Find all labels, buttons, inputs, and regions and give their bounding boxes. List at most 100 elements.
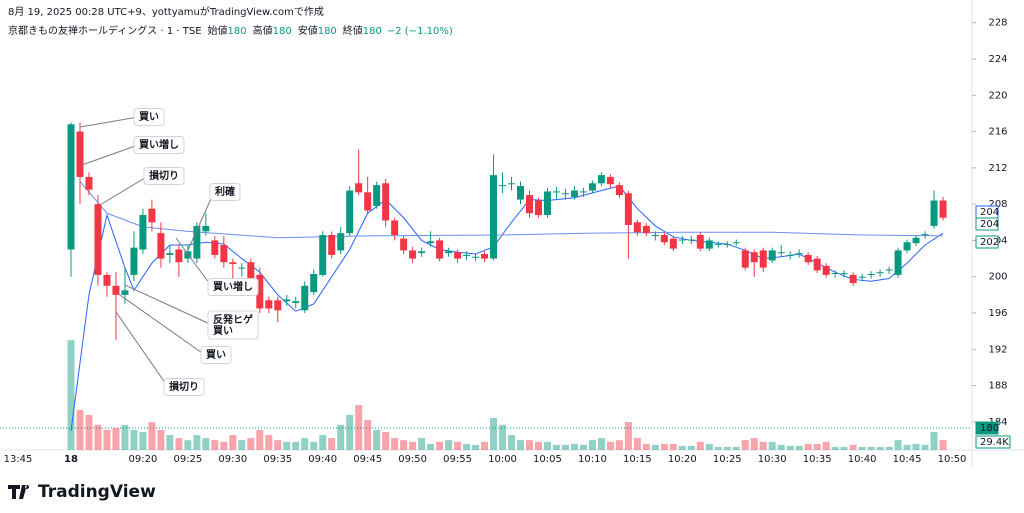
candle-body [687, 239, 695, 241]
y-tick-label: 196 [988, 308, 1007, 319]
candle-body [561, 193, 569, 195]
volume-bar [139, 431, 147, 450]
volume-bar [472, 444, 480, 450]
volume-bar [193, 435, 201, 450]
candle-body [139, 215, 147, 250]
x-tick-label: 10:25 [713, 454, 742, 465]
candle-body [373, 185, 381, 206]
annotation-leader [116, 292, 206, 356]
y-tick-label: 188 [988, 381, 1007, 392]
volume-bar [705, 443, 713, 450]
volume-bar [391, 438, 399, 450]
annotation-leader [115, 311, 169, 388]
candle-body [103, 274, 111, 286]
price-tag: 29.4K [980, 437, 1009, 448]
candle-body [831, 273, 839, 275]
annotation: 利確 [215, 185, 235, 198]
volume-bar [256, 429, 264, 450]
legend-item: 180 [228, 26, 247, 37]
volume-bar [939, 440, 947, 450]
volume-bar [615, 440, 623, 450]
candle-body [804, 254, 812, 263]
volume-bar [85, 414, 93, 450]
volume-bar [759, 441, 767, 450]
candle-body [939, 200, 947, 218]
volume-bar [660, 443, 668, 450]
candle-body [517, 186, 524, 200]
volume-bar [283, 441, 291, 450]
volume-bar [624, 422, 632, 450]
volume-bar [561, 444, 569, 450]
candle-body [355, 183, 363, 193]
candle-body [597, 175, 605, 184]
annotation-box [207, 310, 259, 340]
annotation: 買い [206, 349, 226, 361]
candle-body [265, 300, 273, 309]
volume-bar [678, 445, 686, 450]
x-tick-label: 10:00 [488, 454, 517, 465]
candle-body [130, 247, 138, 275]
x-tick-label: 09:20 [129, 454, 158, 465]
annotation-leader [81, 144, 139, 166]
volume-bar [651, 444, 659, 450]
volume-bar [229, 435, 237, 450]
annotation: 買い増し [213, 280, 253, 293]
candle-body [741, 250, 749, 268]
volume-bar [121, 424, 129, 450]
candle-body [705, 240, 713, 249]
logo: TradingView [38, 482, 156, 502]
candle-body [696, 234, 704, 249]
volume-bar [831, 446, 839, 450]
price-tag: 202 [980, 237, 999, 248]
volume-bar [579, 444, 587, 450]
candle-body [400, 238, 408, 251]
candle-body [777, 252, 785, 254]
volume-bar [633, 438, 641, 450]
volume-bar [301, 438, 309, 450]
volume-bar [499, 424, 507, 450]
header: 8月 19, 2025 00:28 UTC+9、yottyamuがTrading… [8, 5, 324, 18]
legend-item: 180 [273, 26, 292, 37]
candle-body [570, 190, 578, 197]
x-tick-label: 10:50 [938, 454, 967, 465]
candle-body [588, 183, 596, 191]
candle-body [229, 262, 237, 265]
volume-bar [903, 444, 911, 450]
volume-bar [723, 446, 731, 450]
volume-bar [382, 431, 390, 450]
candle-body [445, 251, 453, 254]
volume-bar [292, 441, 300, 450]
price-tag-box [975, 235, 999, 249]
annotation-leader [124, 284, 213, 326]
volume-bar [606, 441, 614, 450]
annotation-box [163, 378, 205, 396]
price-tag-box [975, 421, 999, 435]
volume-bar [148, 422, 156, 450]
volume-bar [157, 429, 165, 450]
candle-body [454, 252, 462, 259]
volume-bar [211, 440, 219, 450]
annotation-box [209, 183, 241, 201]
volume-bar [400, 440, 408, 450]
candle-body [157, 233, 165, 259]
volume-bar [310, 441, 318, 450]
candle-body [247, 262, 255, 279]
volume-bar [346, 414, 354, 450]
candle-body [310, 274, 318, 293]
annotation-box [143, 167, 185, 185]
volume-bar [696, 441, 704, 450]
candle-body [786, 254, 794, 256]
volume-bar [274, 440, 282, 450]
candle-body [525, 195, 533, 214]
volume-bar [238, 440, 246, 450]
y-tick-label: 216 [988, 127, 1007, 138]
candle-body [301, 285, 309, 311]
candle-body [759, 250, 767, 268]
candle-body [876, 272, 884, 274]
candle-body [67, 124, 75, 250]
annotation-leader [187, 191, 215, 251]
candle-body [930, 200, 938, 226]
volume-bar [552, 444, 560, 450]
volume-bar [894, 440, 902, 450]
